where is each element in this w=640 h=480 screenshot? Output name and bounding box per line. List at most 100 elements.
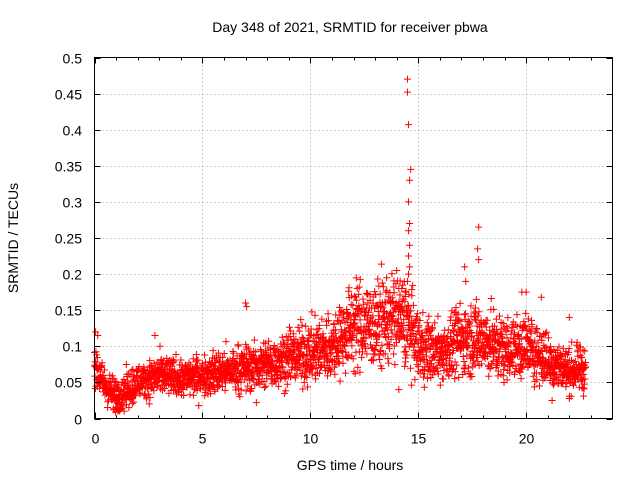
data-point <box>243 343 251 351</box>
data-point <box>287 373 295 381</box>
data-point <box>360 300 368 308</box>
data-point <box>388 294 396 302</box>
data-point <box>252 399 260 407</box>
data-point <box>408 286 416 294</box>
data-point <box>380 313 388 321</box>
data-point <box>472 295 480 303</box>
data-point <box>386 341 394 349</box>
data-point <box>234 342 242 350</box>
data-point <box>145 381 153 389</box>
data-point <box>513 311 521 319</box>
data-point <box>401 343 409 351</box>
data-point <box>316 369 324 377</box>
data-point <box>406 241 414 249</box>
data-point <box>530 362 538 370</box>
data-point <box>490 305 498 313</box>
data-point <box>395 285 403 293</box>
data-point <box>379 283 387 291</box>
data-point <box>128 399 136 407</box>
data-point <box>581 347 589 355</box>
data-point <box>92 328 100 336</box>
data-point <box>502 323 510 331</box>
data-point <box>425 312 433 320</box>
data-point <box>507 330 515 338</box>
data-point <box>277 374 285 382</box>
data-point <box>482 349 490 357</box>
data-point <box>389 298 397 306</box>
data-point <box>527 329 535 337</box>
data-point <box>315 321 323 329</box>
data-point <box>336 303 344 311</box>
data-point <box>553 347 561 355</box>
data-point <box>551 374 559 382</box>
data-point <box>387 335 395 343</box>
data-point <box>366 341 374 349</box>
data-point <box>242 299 250 307</box>
data-point <box>289 330 297 338</box>
data-point <box>394 315 402 323</box>
data-point <box>427 360 435 368</box>
data-point <box>97 363 105 371</box>
data-point <box>541 373 549 381</box>
data-point <box>409 281 417 289</box>
data-point <box>283 380 291 388</box>
data-point <box>296 344 304 352</box>
data-point <box>434 370 442 378</box>
data-point <box>573 338 581 346</box>
data-point <box>504 314 512 322</box>
data-point <box>376 356 384 364</box>
data-point <box>262 382 270 390</box>
data-point <box>304 383 312 391</box>
data-point <box>463 335 471 343</box>
data-point <box>375 331 383 339</box>
data-point <box>347 301 355 309</box>
data-point <box>209 347 217 355</box>
data-point <box>170 358 178 366</box>
data-point <box>388 329 396 337</box>
data-point <box>354 363 362 371</box>
data-point <box>334 358 342 366</box>
data-point <box>452 311 460 319</box>
data-point <box>477 360 485 368</box>
data-point <box>463 352 471 360</box>
data-point <box>168 382 176 390</box>
data-point <box>429 371 437 379</box>
data-point <box>500 366 508 374</box>
data-point <box>369 357 377 365</box>
data-point <box>92 358 100 366</box>
data-point <box>519 362 527 370</box>
data-point <box>236 393 244 401</box>
data-point <box>419 373 427 381</box>
axis-ticks <box>94 57 613 420</box>
data-point <box>374 307 382 315</box>
data-point <box>349 355 357 363</box>
data-point <box>323 321 331 329</box>
data-point <box>328 349 336 357</box>
data-point <box>572 378 580 386</box>
data-point <box>330 321 338 329</box>
data-point <box>407 165 415 173</box>
data-point <box>270 341 278 349</box>
data-point <box>468 373 476 381</box>
data-point <box>457 317 465 325</box>
data-point <box>579 384 587 392</box>
data-point <box>500 358 508 366</box>
data-point <box>243 303 251 311</box>
data-point <box>506 369 514 377</box>
data-point <box>475 339 483 347</box>
data-point <box>445 372 453 380</box>
data-point <box>125 404 133 412</box>
data-point <box>495 312 503 320</box>
data-point <box>406 176 414 184</box>
data-point <box>153 383 161 391</box>
data-point <box>474 357 482 365</box>
data-point <box>298 333 306 341</box>
data-point <box>420 383 428 391</box>
data-point <box>299 385 307 393</box>
data-point <box>452 331 460 339</box>
data-point <box>335 318 343 326</box>
data-point <box>192 382 200 390</box>
x-tick-label: 0 <box>92 431 100 447</box>
data-point <box>144 385 152 393</box>
